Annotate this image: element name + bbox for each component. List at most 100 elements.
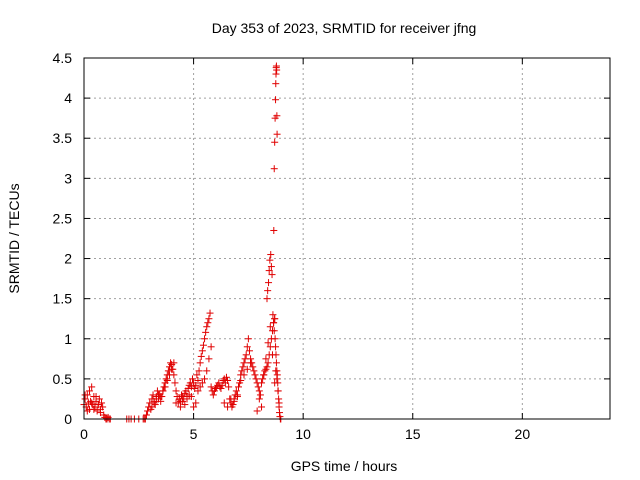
data-point — [202, 328, 210, 336]
data-point — [164, 367, 172, 375]
y-tick-label: 3.5 — [53, 130, 73, 146]
plot-frame — [83, 57, 611, 420]
data-point — [270, 319, 278, 327]
data-point — [271, 138, 279, 146]
data-point — [235, 383, 243, 391]
data-point — [201, 335, 209, 343]
data-point — [233, 391, 241, 399]
data-point — [203, 367, 211, 375]
data-point — [264, 359, 272, 367]
x-tick-label: 5 — [190, 426, 198, 442]
y-tick-label: 0.5 — [53, 371, 73, 387]
data-point — [98, 399, 106, 407]
data-point — [206, 309, 214, 317]
data-point — [259, 375, 267, 383]
data-point — [195, 367, 203, 375]
y-tick-label: 2.5 — [53, 210, 73, 226]
data-point — [270, 327, 278, 335]
data-point — [161, 383, 169, 391]
data-point — [261, 367, 269, 375]
data-point — [267, 263, 275, 271]
data-point — [245, 347, 253, 355]
data-point — [253, 407, 261, 415]
data-point — [159, 387, 167, 395]
data-point — [203, 323, 211, 331]
y-axis-label: SRMTID / TECUs — [6, 183, 22, 293]
data-point — [148, 403, 156, 411]
x-tick-label: 0 — [80, 426, 88, 442]
data-point — [199, 341, 207, 349]
x-tick-label: 15 — [405, 426, 421, 442]
data-point — [265, 279, 273, 287]
data-point — [237, 376, 245, 384]
data-point — [251, 371, 259, 379]
data-point — [209, 391, 217, 399]
data-point — [255, 395, 263, 403]
data-point — [272, 96, 280, 104]
data-point — [96, 409, 104, 417]
data-point — [269, 311, 277, 319]
chart-title: Day 353 of 2023, SRMTID for receiver jfn… — [212, 20, 477, 36]
data-point — [217, 385, 225, 393]
data-point — [194, 376, 202, 384]
data-point — [93, 407, 101, 415]
data-point — [168, 365, 176, 373]
data-point — [183, 395, 191, 403]
data-point — [266, 256, 274, 264]
data-point — [270, 226, 278, 234]
data-point — [92, 393, 100, 401]
data-point — [90, 405, 98, 413]
x-axis-label: GPS time / hours — [291, 458, 398, 474]
data-point — [250, 367, 258, 375]
data-point — [197, 352, 205, 360]
data-point — [247, 359, 255, 367]
data-point — [207, 343, 215, 351]
data-point — [263, 295, 271, 303]
data-point — [83, 407, 91, 415]
y-tick-label: 1 — [64, 331, 72, 347]
data-point — [181, 401, 189, 409]
data-point — [176, 403, 184, 411]
y-tick-label: 0 — [64, 411, 72, 427]
data-point — [196, 359, 204, 367]
data-point — [272, 351, 280, 359]
data-point — [268, 271, 276, 279]
data-point — [243, 365, 251, 373]
data-point — [198, 379, 206, 387]
data-point — [264, 287, 272, 295]
y-tick-label: 4.5 — [53, 50, 73, 66]
data-point — [274, 387, 282, 395]
data-points — [80, 62, 285, 423]
data-point — [272, 359, 280, 367]
data-point — [201, 375, 209, 383]
data-point — [252, 375, 260, 383]
axis-ticks: 0 5 10 15 20 0 0.5 1 1.5 2 2.5 3 3.5 4 4.5 — [53, 50, 610, 442]
data-point — [249, 363, 257, 371]
data-point — [222, 373, 230, 381]
grid-lines — [84, 58, 610, 419]
data-point — [162, 375, 170, 383]
data-point — [88, 399, 96, 407]
data-point — [273, 66, 281, 74]
data-point — [255, 387, 263, 395]
data-point — [240, 359, 248, 367]
data-point — [165, 371, 173, 379]
data-point — [192, 381, 200, 389]
data-point — [224, 403, 232, 411]
data-point — [170, 359, 178, 367]
data-point — [190, 403, 198, 411]
data-point — [262, 355, 270, 363]
data-point — [204, 319, 212, 327]
y-tick-label: 2 — [64, 251, 72, 267]
data-point — [271, 335, 279, 343]
data-point — [244, 335, 252, 343]
data-point — [238, 367, 246, 375]
data-point — [273, 371, 281, 379]
data-point — [258, 403, 266, 411]
x-tick-label: 10 — [295, 426, 311, 442]
data-point — [272, 343, 280, 351]
data-point — [263, 363, 271, 371]
data-point — [275, 395, 283, 403]
data-point — [220, 399, 228, 407]
